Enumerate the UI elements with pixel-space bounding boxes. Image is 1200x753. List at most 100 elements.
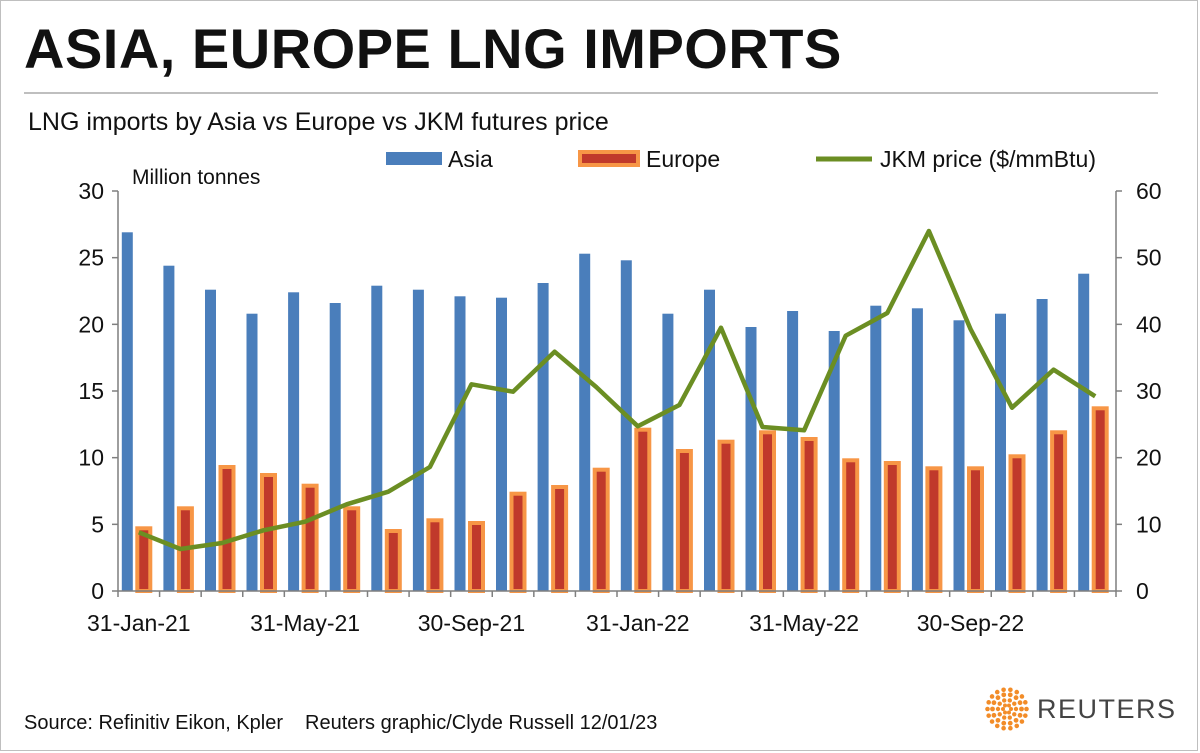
y-right-tick-label: 30 [1136,378,1162,404]
europe-bar [426,518,444,593]
legend-swatch-asia [386,152,442,165]
asia-bar [911,308,923,591]
logo-dot [1017,700,1023,706]
chart-legend: Asia Europe JKM price ($/mmBtu) [386,146,1096,172]
europe-bar [301,483,319,594]
logo-dot [994,723,1000,729]
europe-bar [509,491,527,594]
logo-dot [1001,720,1007,726]
europe-bar [1050,430,1068,593]
legend-label-asia: Asia [448,146,493,172]
logo-dot [1012,712,1017,717]
y-right-tick-label: 40 [1136,311,1162,337]
asia-bar [787,311,799,591]
europe-bar [1008,454,1026,593]
y-left-tick-label: 25 [78,245,104,271]
logo-dot [997,712,1002,717]
jkm-line-group [137,228,1097,552]
logo-dot [985,706,990,712]
logo-dot [995,717,1001,723]
y-left-tick-label: 5 [91,511,104,537]
y-left-tick-label: 10 [78,445,104,471]
europe-bar [842,458,860,593]
europe-bar [925,466,943,593]
legend-swatch-europe [578,150,640,167]
source-note: Source: Refinitiv Eikon, Kpler [24,712,284,734]
asia-bar [579,253,591,591]
logo-dot [1023,713,1028,718]
logo-dot [1008,725,1013,731]
logo-dot [1002,715,1007,720]
logo-dot [994,689,1000,695]
logo-dot [1001,725,1006,731]
logo-dot [986,700,991,705]
y-right-tick-label: 50 [1136,245,1162,271]
logo-dot [1017,712,1023,718]
logo-dot [989,694,995,699]
logo-dot [1003,703,1007,708]
europe-bar [883,461,901,593]
y-right-tick-label: 60 [1136,178,1162,204]
logo-dot [1009,707,1013,711]
x-tick-label: 31-May-21 [250,610,360,636]
x-tick-label: 31-May-22 [749,610,859,636]
chart-title: ASIA, EUROPE LNG IMPORTS [24,17,842,80]
reuters-logo-text: REUTERS [1037,693,1177,724]
asia-bar [953,320,965,591]
y-left-tick-label: 30 [78,178,104,204]
logo-dot [1007,698,1012,703]
y-left-tick-label: 20 [78,311,104,337]
x-tick-label: 31-Jan-21 [87,610,191,636]
logo-dot [986,713,991,718]
logo-dot [1023,700,1028,705]
logo-dot [1013,717,1019,723]
logo-dot [1008,687,1013,693]
asia-bar [205,289,216,591]
logo-dot [1024,706,1029,712]
europe-bar [260,473,277,593]
y-right-tick-label: 10 [1136,511,1162,537]
europe-bar [717,439,735,594]
europe-bar [218,465,236,593]
europe-bar [343,506,361,593]
jkm-price-line [137,228,1097,552]
asia-bar [745,327,757,591]
logo-dot [997,701,1002,706]
asia-bar [496,297,507,591]
logo-dot [1007,692,1013,698]
logo-dot [995,706,1001,712]
logo-dot [1012,701,1017,706]
logo-dot [1007,710,1011,715]
logo-dot [1007,720,1013,726]
asia-bar [163,265,175,591]
y-axis-unit-label: Million tonnes [132,166,260,189]
legend-label-jkm: JKM price ($/mmBtu) [880,146,1096,172]
asia-bar [1036,299,1048,591]
logo-dot [991,712,997,718]
logo-dot [1013,695,1019,701]
title-divider [24,92,1158,94]
logo-dot [1003,710,1007,715]
logo-dot [1019,719,1025,724]
asia-bar [995,313,1006,591]
europe-bar [592,467,610,594]
reuters-logo-icon [985,687,1029,731]
y-right-tick-label: 0 [1136,578,1149,604]
reuters-logo: REUTERS [985,685,1177,733]
logo-dot [1001,692,1007,698]
logo-dot [995,695,1001,701]
asia-bar [454,296,466,591]
chart-footer: Source: Refinitiv Eikon, Kpler Reuters gr… [24,712,657,735]
asia-bar [288,292,300,591]
x-tick-label: 30-Sep-21 [418,610,525,636]
axes-group: 0 5 10 15 20 25 30 0 10 20 30 40 50 60 31-Jan-21 31-May… [78,178,1161,636]
logo-dot [1001,687,1006,693]
asia-bar [870,305,882,591]
europe-bar [468,521,485,593]
europe-bar [675,449,693,593]
europe-bar [634,427,652,594]
asia-bar [662,313,674,591]
x-tick-label: 30-Sep-22 [917,610,1024,636]
asia-bar [704,289,715,591]
